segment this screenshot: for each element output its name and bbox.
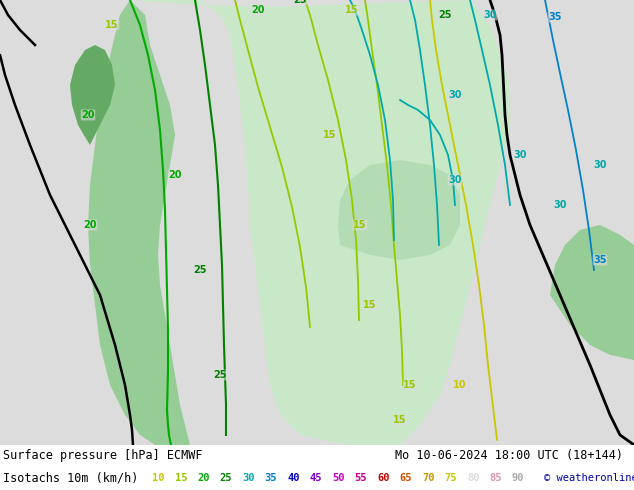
Text: 60: 60 bbox=[377, 473, 389, 483]
Text: 20: 20 bbox=[81, 110, 94, 120]
Text: 85: 85 bbox=[489, 473, 502, 483]
Text: 30: 30 bbox=[483, 10, 497, 20]
Polygon shape bbox=[88, 0, 190, 445]
Polygon shape bbox=[70, 45, 115, 145]
Text: 80: 80 bbox=[467, 473, 479, 483]
Text: 40: 40 bbox=[287, 473, 299, 483]
Text: 25: 25 bbox=[193, 265, 207, 275]
Text: 20: 20 bbox=[83, 220, 97, 230]
Text: 65: 65 bbox=[399, 473, 412, 483]
Text: 10: 10 bbox=[453, 380, 467, 390]
Text: 25: 25 bbox=[438, 10, 452, 20]
Text: 25: 25 bbox=[294, 0, 307, 5]
Text: 15: 15 bbox=[403, 380, 417, 390]
Text: 15: 15 bbox=[174, 473, 187, 483]
Text: 90: 90 bbox=[512, 473, 524, 483]
Text: Isotachs 10m (km/h): Isotachs 10m (km/h) bbox=[3, 471, 138, 485]
Text: 25: 25 bbox=[213, 370, 227, 380]
Text: 20: 20 bbox=[168, 170, 182, 180]
Text: 25: 25 bbox=[219, 473, 232, 483]
Text: 20: 20 bbox=[197, 473, 209, 483]
Text: 30: 30 bbox=[448, 90, 462, 100]
Text: 15: 15 bbox=[393, 415, 407, 425]
Text: 45: 45 bbox=[309, 473, 322, 483]
Text: 15: 15 bbox=[105, 20, 119, 30]
Polygon shape bbox=[550, 225, 634, 360]
Text: Surface pressure [hPa] ECMWF: Surface pressure [hPa] ECMWF bbox=[3, 449, 202, 463]
Text: 15: 15 bbox=[346, 5, 359, 15]
Text: 15: 15 bbox=[353, 220, 366, 230]
Text: 30: 30 bbox=[593, 160, 607, 170]
Text: 30: 30 bbox=[242, 473, 254, 483]
Text: 30: 30 bbox=[553, 200, 567, 210]
Text: 55: 55 bbox=[354, 473, 367, 483]
Polygon shape bbox=[130, 0, 510, 445]
Text: 35: 35 bbox=[548, 12, 562, 22]
Text: 15: 15 bbox=[363, 300, 377, 310]
Text: 35: 35 bbox=[593, 255, 607, 265]
Text: 70: 70 bbox=[422, 473, 434, 483]
Text: © weatheronline.co.uk: © weatheronline.co.uk bbox=[544, 473, 634, 483]
Polygon shape bbox=[338, 160, 460, 260]
Text: 30: 30 bbox=[514, 150, 527, 160]
Text: 15: 15 bbox=[323, 130, 337, 140]
Text: Mo 10-06-2024 18:00 UTC (18+144): Mo 10-06-2024 18:00 UTC (18+144) bbox=[395, 449, 623, 463]
Text: 20: 20 bbox=[251, 5, 265, 15]
Text: 35: 35 bbox=[264, 473, 277, 483]
Text: 10: 10 bbox=[152, 473, 164, 483]
Text: 75: 75 bbox=[444, 473, 457, 483]
Text: 30: 30 bbox=[448, 175, 462, 185]
Text: 50: 50 bbox=[332, 473, 344, 483]
